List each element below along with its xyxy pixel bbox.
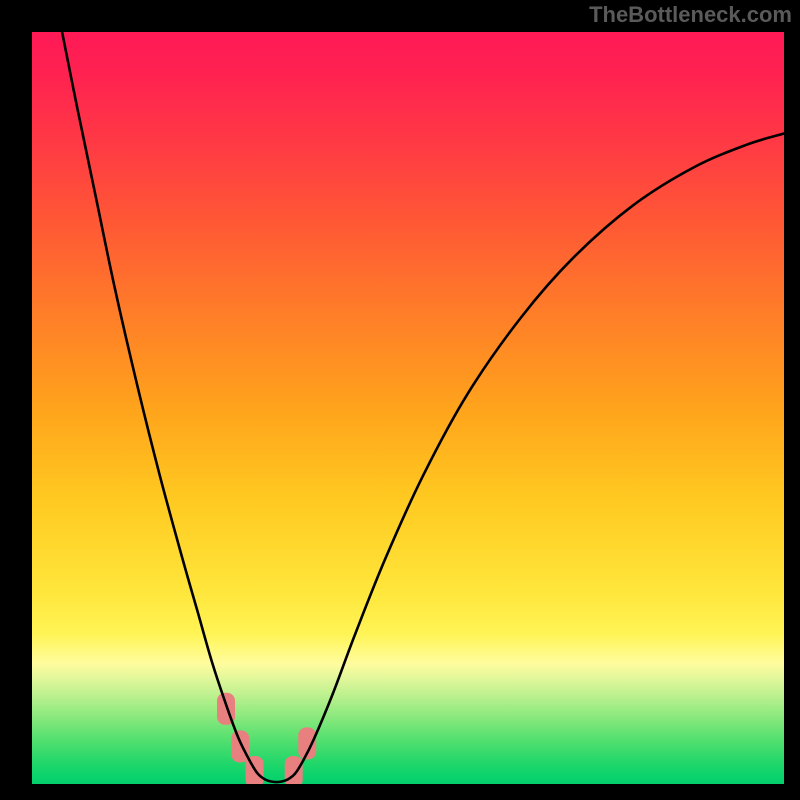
gradient-background xyxy=(32,32,784,784)
chart-area xyxy=(32,32,784,784)
watermark-text: TheBottleneck.com xyxy=(589,2,792,28)
bottleneck-chart xyxy=(32,32,784,784)
